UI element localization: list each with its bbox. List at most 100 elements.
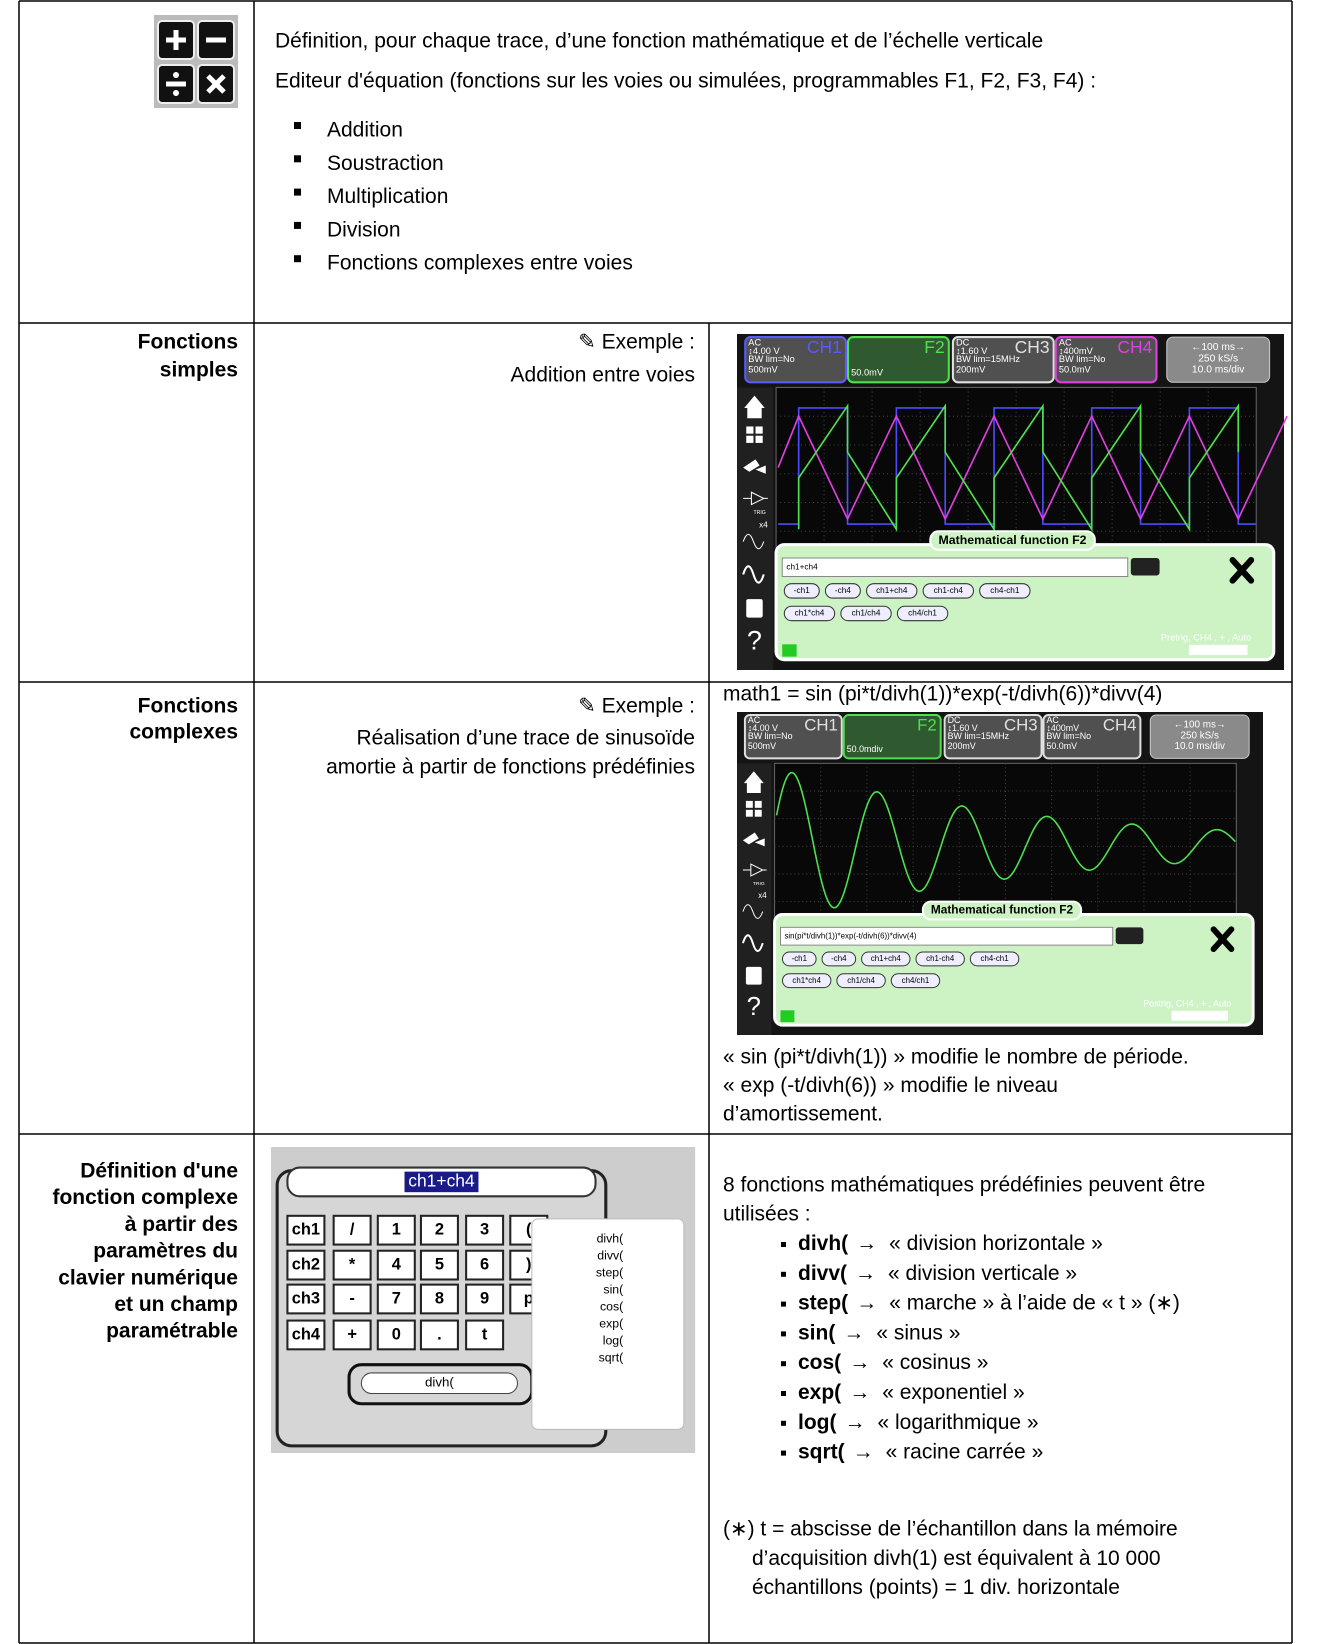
scope-text: AC [748,715,761,725]
math-icon [755,435,763,443]
function-arrow: → [844,1410,865,1433]
scope-text: CH3 [1015,337,1050,357]
note: d’amortissement. [723,1103,883,1126]
hand-icon [742,832,765,847]
function-item: step(→ « marche » à l’aide de « t » (∗) [798,1291,1180,1314]
scope-text: ←100 ms→ [1174,719,1226,730]
trig-icon [743,491,768,506]
key-label: 6 [480,1255,489,1273]
note: échantillons (points) = 1 div. horizonta… [752,1576,1120,1599]
bullet [294,122,301,129]
icon-glyph [206,74,226,94]
trace [778,407,1257,525]
scope-text: BW lim=No [748,354,795,364]
scope-text: ↕4.00 V [748,723,778,733]
bullet [781,1271,786,1277]
scope-text: ←100 ms→ [1191,342,1245,353]
menu-item: log( [603,1333,624,1347]
list-item: Fonctions complexes entre voies [327,252,633,275]
function-name: cos( [798,1351,841,1374]
bullet [781,1301,786,1307]
scope-text: sin(pi*t/divh(1))*exp(-t/divh(6))*divv(4… [784,931,916,940]
function-item: log(→ « logarithmique » [798,1410,1039,1433]
wave-icon [742,565,765,584]
key-label: 2 [435,1221,444,1239]
key [286,1319,326,1351]
key [419,1283,459,1315]
scope-text: 250 kS/s [1180,730,1219,741]
function-name: step( [798,1291,848,1314]
row-label: fonction complexe [52,1186,238,1209]
memory-icon [745,966,762,985]
caption: Addition entre voies [511,364,695,387]
key-label: 3 [480,1221,489,1239]
scope-text: x4 [758,891,767,900]
function-arrow: → [853,1440,874,1463]
function-button [866,583,918,599]
function-name: divh( [798,1232,848,1255]
note: (∗) t = abscisse de l’échantillon dans l… [723,1518,1178,1541]
scope-text: ↕400mV [1059,346,1094,356]
scope-text: CH1 [804,715,838,734]
key [376,1214,416,1246]
scope-text: 500mV [748,364,778,374]
button-label: ch4-ch1 [990,586,1020,595]
function-name: sin( [798,1321,835,1344]
function-item: divh(→ « division horizontale » [798,1232,1103,1255]
key-label: p [524,1289,534,1307]
function-button [890,973,941,989]
math-icon [745,809,753,817]
function-item: sin(→ « sinus » [798,1321,960,1344]
bullet [294,155,301,163]
key [419,1249,459,1281]
function-desc: « exponentiel » [882,1381,1024,1404]
function-desc: « racine carrée » [886,1440,1044,1463]
row-label: paramétrable [106,1320,238,1343]
equation-field [781,557,1129,578]
scope-text: AC [1046,715,1059,725]
home-icon [743,771,764,793]
channel-box [744,336,848,384]
button-label: ch1*ch4 [792,976,821,985]
function-button [840,605,892,622]
row-label: complexes [129,721,238,744]
sidebar [737,387,773,670]
function-arrow: → [843,1321,864,1344]
menu-item: cos( [600,1299,624,1313]
key-label: t [482,1325,488,1343]
scope-text: Postrig, CH4 , + , Auto [1143,999,1231,1009]
scope-text: x4 [759,520,768,529]
caption: Réalisation d’une trace de sinusoïde [356,727,695,750]
hand-icon [743,459,766,474]
dialog-tab [929,530,1096,551]
row-label: Fonctions [138,695,238,718]
note: « sin (pi*t/divh(1)) » modifie le nombre… [723,1046,1189,1069]
key-label: + [347,1325,357,1343]
key [465,1214,505,1246]
scope-text: TRIG [753,881,765,887]
key-label: . [437,1325,442,1343]
scope-text: BW lim=15MHz [948,731,1009,741]
key [332,1249,372,1281]
trace [797,403,1240,533]
key [332,1283,372,1315]
key-label: ch3 [292,1289,320,1307]
icon-glyph [173,90,179,96]
channel-box [1054,336,1158,384]
button-label: -ch1 [792,954,807,963]
equation-field [780,926,1114,946]
scope-text: Pretrig, CH4 , + , Auto [1161,633,1251,643]
param-field [360,1372,518,1394]
button-label: ch4/ch1 [908,609,937,618]
scope-text: 10.0 ms/div [1174,741,1225,752]
function-item: sqrt(→ « racine carrée » [798,1440,1043,1463]
button-label: ch1/ch4 [852,609,881,618]
scope-text: 200mV [948,741,976,751]
param-text: divh( [425,1375,454,1390]
keyboard-icon [1115,927,1144,945]
list-item: Division [327,218,401,241]
status-icon [782,644,797,657]
key [376,1249,416,1281]
